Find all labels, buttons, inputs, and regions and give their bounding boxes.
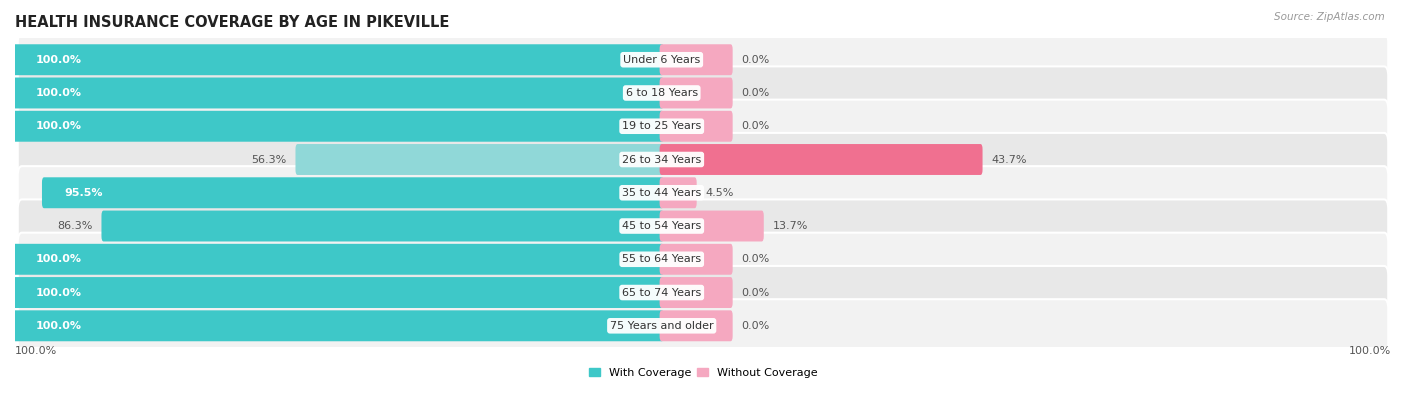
FancyBboxPatch shape: [18, 100, 1388, 153]
FancyBboxPatch shape: [659, 177, 696, 208]
Text: 95.5%: 95.5%: [65, 188, 103, 198]
FancyBboxPatch shape: [18, 200, 1388, 253]
FancyBboxPatch shape: [18, 233, 1388, 286]
Text: 0.0%: 0.0%: [741, 55, 769, 65]
Text: Source: ZipAtlas.com: Source: ZipAtlas.com: [1274, 12, 1385, 22]
Text: 100.0%: 100.0%: [35, 55, 82, 65]
Text: 35 to 44 Years: 35 to 44 Years: [621, 188, 702, 198]
Text: 45 to 54 Years: 45 to 54 Years: [621, 221, 702, 231]
FancyBboxPatch shape: [659, 277, 733, 308]
Text: 26 to 34 Years: 26 to 34 Years: [621, 154, 702, 164]
FancyBboxPatch shape: [13, 78, 664, 108]
Text: 100.0%: 100.0%: [35, 254, 82, 264]
FancyBboxPatch shape: [659, 210, 763, 242]
Text: 6 to 18 Years: 6 to 18 Years: [626, 88, 697, 98]
Text: 100.0%: 100.0%: [35, 88, 82, 98]
FancyBboxPatch shape: [659, 44, 733, 75]
Text: 100.0%: 100.0%: [35, 121, 82, 131]
Legend: With Coverage, Without Coverage: With Coverage, Without Coverage: [585, 363, 821, 382]
Text: 100.0%: 100.0%: [35, 288, 82, 298]
Text: 0.0%: 0.0%: [741, 121, 769, 131]
FancyBboxPatch shape: [42, 177, 664, 208]
Text: 4.5%: 4.5%: [706, 188, 734, 198]
FancyBboxPatch shape: [13, 244, 664, 275]
Text: 0.0%: 0.0%: [741, 321, 769, 331]
FancyBboxPatch shape: [13, 310, 664, 341]
Text: 43.7%: 43.7%: [991, 154, 1026, 164]
FancyBboxPatch shape: [18, 299, 1388, 352]
FancyBboxPatch shape: [13, 111, 664, 142]
FancyBboxPatch shape: [101, 210, 664, 242]
FancyBboxPatch shape: [18, 33, 1388, 86]
FancyBboxPatch shape: [295, 144, 664, 175]
Text: 100.0%: 100.0%: [1348, 347, 1391, 356]
FancyBboxPatch shape: [659, 244, 733, 275]
Text: 0.0%: 0.0%: [741, 288, 769, 298]
FancyBboxPatch shape: [13, 277, 664, 308]
Text: 56.3%: 56.3%: [252, 154, 287, 164]
Text: 75 Years and older: 75 Years and older: [610, 321, 713, 331]
FancyBboxPatch shape: [18, 166, 1388, 220]
Text: 0.0%: 0.0%: [741, 88, 769, 98]
Text: 100.0%: 100.0%: [15, 347, 58, 356]
FancyBboxPatch shape: [13, 44, 664, 75]
Text: Under 6 Years: Under 6 Years: [623, 55, 700, 65]
FancyBboxPatch shape: [659, 111, 733, 142]
Text: HEALTH INSURANCE COVERAGE BY AGE IN PIKEVILLE: HEALTH INSURANCE COVERAGE BY AGE IN PIKE…: [15, 15, 450, 30]
Text: 100.0%: 100.0%: [35, 321, 82, 331]
FancyBboxPatch shape: [18, 266, 1388, 319]
FancyBboxPatch shape: [659, 78, 733, 108]
Text: 55 to 64 Years: 55 to 64 Years: [623, 254, 702, 264]
FancyBboxPatch shape: [18, 66, 1388, 120]
Text: 13.7%: 13.7%: [773, 221, 808, 231]
Text: 86.3%: 86.3%: [58, 221, 93, 231]
FancyBboxPatch shape: [18, 133, 1388, 186]
Text: 65 to 74 Years: 65 to 74 Years: [621, 288, 702, 298]
FancyBboxPatch shape: [659, 144, 983, 175]
Text: 0.0%: 0.0%: [741, 254, 769, 264]
Text: 19 to 25 Years: 19 to 25 Years: [621, 121, 702, 131]
FancyBboxPatch shape: [659, 310, 733, 341]
